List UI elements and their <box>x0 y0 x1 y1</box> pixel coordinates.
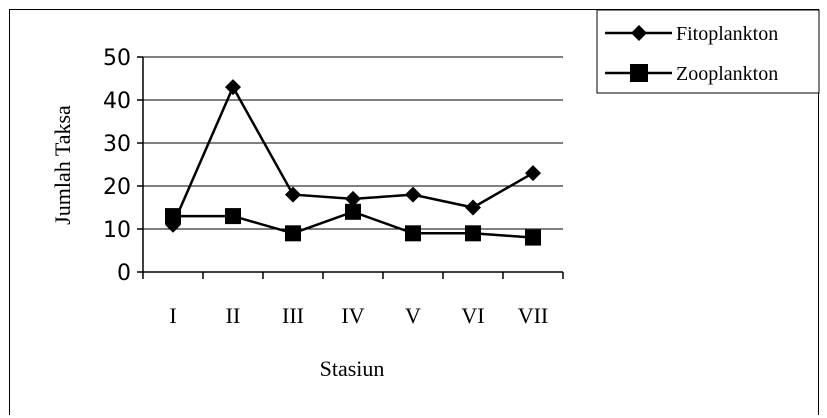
y-tick-label: 0 <box>117 261 131 286</box>
x-tick-label: IV <box>341 303 364 328</box>
x-tick-labels: I II III IV V VI VII <box>169 303 548 328</box>
y-tick-labels: 0 10 20 30 40 50 <box>103 46 131 286</box>
y-tick-label: 30 <box>103 132 131 157</box>
point-fitoplankton <box>285 186 301 203</box>
point-fitoplankton <box>225 79 241 96</box>
y-tick-label: 10 <box>103 218 131 243</box>
axes <box>142 57 563 273</box>
point-fitoplankton <box>405 186 421 203</box>
point-fitoplankton <box>525 165 541 182</box>
x-tick-label: III <box>282 303 304 328</box>
point-zooplankton <box>165 208 181 225</box>
point-zooplankton <box>465 225 481 242</box>
legend-diamond-marker <box>631 25 647 41</box>
x-tick-label: VI <box>461 303 484 328</box>
point-zooplankton <box>285 225 301 242</box>
y-tick-label: 20 <box>103 175 131 200</box>
series-fitoplankton <box>165 79 541 233</box>
x-tick-label: VII <box>518 303 549 328</box>
y-axis-title: Jumlah Taksa <box>50 105 75 225</box>
point-zooplankton <box>225 208 241 225</box>
x-tick-label: V <box>405 303 421 328</box>
y-tick-label: 40 <box>103 89 131 114</box>
legend: Fitoplankton Zooplankton <box>596 9 820 94</box>
x-axis-title: Stasiun <box>320 356 385 381</box>
legend-square-marker <box>630 64 648 82</box>
legend-label-fitoplankton: Fitoplankton <box>676 23 778 45</box>
point-zooplankton <box>405 225 421 242</box>
point-fitoplankton <box>345 190 361 207</box>
chart-frame <box>9 9 819 415</box>
y-tick-label: 50 <box>103 46 131 71</box>
series <box>165 79 541 246</box>
point-zooplankton <box>525 229 541 246</box>
point-fitoplankton <box>465 199 481 216</box>
x-tick-label: I <box>169 303 176 328</box>
series-zooplankton <box>165 203 541 246</box>
gridlines <box>137 56 564 279</box>
legend-label-zooplankton: Zooplankton <box>676 63 778 85</box>
point-zooplankton <box>345 203 361 220</box>
x-tick-label: II <box>226 303 241 328</box>
